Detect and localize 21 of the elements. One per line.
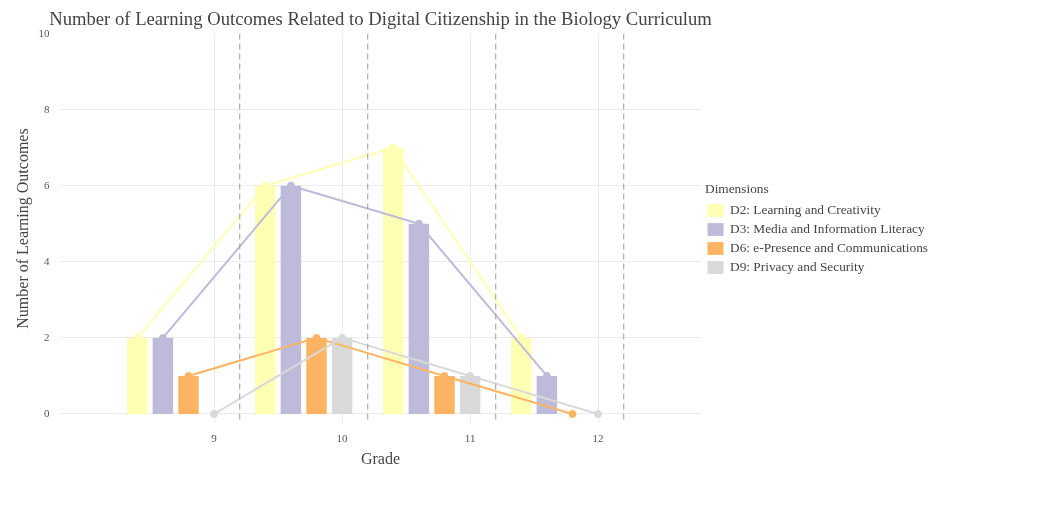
- legend-label: D6: e-Presence and Communications: [730, 240, 929, 256]
- legend-label: D2: Learning and Creativity: [730, 202, 881, 218]
- x-tick-label: 12: [592, 431, 604, 444]
- point: [594, 409, 603, 418]
- y-tick-label: 2: [44, 331, 50, 344]
- y-tick-label: 10: [38, 27, 50, 39]
- chart-title: Number of Learning Outcomes Related to Digital Citizenship in the Biology Curriculum: [49, 7, 713, 29]
- x-tick-label: 9: [211, 431, 218, 444]
- legend-label: D3: Media and Information Literacy: [730, 221, 925, 237]
- point: [568, 409, 577, 418]
- y-axis-title: Number of Learning Outcomes: [13, 128, 32, 329]
- y-tick-label: 8: [44, 103, 50, 116]
- x-tick-label: 11: [464, 431, 476, 444]
- legend-label: D9: Privacy and Security: [730, 259, 865, 275]
- point: [210, 409, 219, 418]
- y-tick-label: 4: [44, 255, 50, 268]
- y-tick-label: 6: [44, 179, 50, 192]
- legend-title: Dimensions: [705, 181, 770, 197]
- x-axis-title: Grade: [360, 449, 401, 467]
- y-tick-label: 0: [44, 407, 50, 420]
- x-tick-label: 10: [336, 431, 349, 444]
